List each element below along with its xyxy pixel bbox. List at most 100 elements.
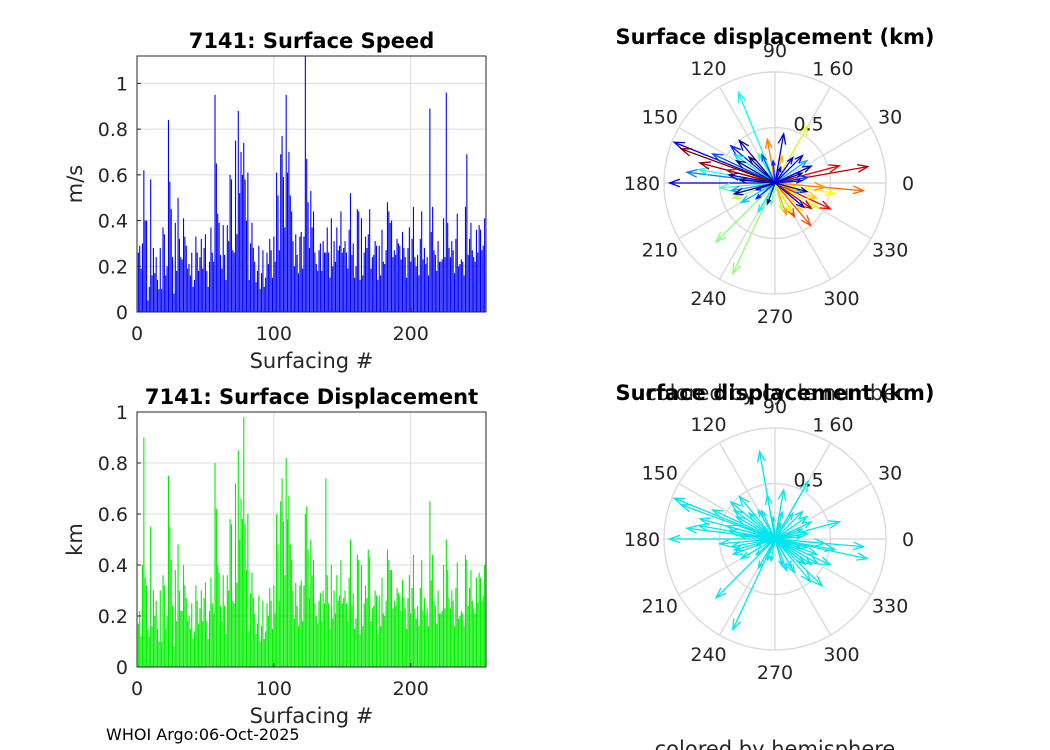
- bar: [470, 222, 472, 312]
- bar: [367, 549, 369, 667]
- angle-label: 60: [829, 58, 853, 80]
- bar: [392, 608, 394, 667]
- displacement-arrow: [729, 144, 776, 184]
- bar: [198, 270, 200, 312]
- arrow-head: [799, 186, 809, 193]
- bar: [282, 177, 284, 312]
- bar: [415, 266, 417, 312]
- bar: [156, 628, 159, 667]
- bar: [366, 248, 368, 312]
- bar: [191, 252, 193, 312]
- angle-label: 300: [823, 288, 859, 310]
- bar: [421, 211, 423, 312]
- bar: [345, 603, 347, 667]
- bar: [326, 575, 328, 667]
- arrow-head: [799, 479, 810, 493]
- angle-label: 0: [902, 173, 914, 195]
- bar: [318, 250, 320, 312]
- angle-label: 30: [878, 463, 902, 485]
- bar: [202, 268, 204, 312]
- arrow-shaft: [774, 521, 812, 540]
- arrow-shaft: [748, 512, 776, 540]
- bar: [378, 595, 380, 667]
- ring-label: 1: [812, 59, 824, 81]
- displacement-arrow: [771, 514, 776, 540]
- bar: [278, 250, 280, 312]
- displacement-arrow: [774, 538, 793, 570]
- bar: [225, 280, 227, 312]
- bar: [230, 179, 232, 312]
- bar: [340, 559, 342, 667]
- bar: [167, 120, 170, 312]
- bar: [395, 605, 397, 667]
- arrow-shaft: [728, 530, 776, 540]
- angle-label: 90: [763, 40, 787, 62]
- bar: [271, 628, 274, 667]
- bar: [169, 181, 171, 312]
- bar: [200, 590, 202, 667]
- bar: [310, 539, 312, 667]
- bar: [170, 209, 172, 312]
- arrow-head: [679, 148, 693, 157]
- displacement-arrow: [774, 479, 810, 540]
- bar: [436, 270, 438, 312]
- bar: [434, 254, 436, 312]
- displacement-arrow: [732, 182, 776, 196]
- bar: [208, 610, 211, 667]
- bar: [222, 225, 224, 312]
- bar: [247, 514, 249, 667]
- bar: [182, 565, 185, 667]
- bar: [356, 554, 358, 667]
- arrow-head: [698, 161, 711, 170]
- bar: [453, 626, 456, 667]
- displacement-arrow: [739, 538, 776, 560]
- angle-label: 270: [757, 306, 793, 328]
- x-tick-label: 200: [393, 678, 429, 700]
- arrow-shaft: [757, 538, 776, 569]
- bar: [425, 616, 427, 667]
- arrow-shaft: [774, 182, 825, 189]
- arrow-head: [764, 493, 773, 506]
- bar: [278, 600, 280, 667]
- displacement-arrow: [679, 504, 776, 540]
- displacement-arrow: [734, 159, 776, 184]
- bar: [159, 248, 161, 312]
- bar: [351, 605, 353, 667]
- bar: [274, 261, 276, 312]
- bar: [230, 524, 232, 667]
- bar: [215, 508, 217, 667]
- arrow-shaft: [774, 538, 812, 582]
- bar: [477, 252, 479, 312]
- arrow-head: [747, 511, 757, 521]
- y-tick-label: 0.8: [98, 453, 128, 475]
- angle-label: 180: [624, 529, 660, 551]
- bar: [207, 286, 209, 312]
- y-tick-label: 1: [116, 73, 128, 95]
- bar: [224, 605, 226, 667]
- bar: [319, 593, 321, 667]
- bar: [229, 519, 231, 667]
- arrow-head: [739, 551, 750, 560]
- bar: [362, 275, 364, 312]
- arrow-head: [806, 191, 819, 199]
- bar: [200, 238, 202, 312]
- x-tick-label: 100: [256, 678, 292, 700]
- bar: [403, 598, 405, 667]
- bar: [236, 582, 238, 667]
- arrow-shaft: [774, 180, 802, 184]
- bar: [203, 598, 205, 667]
- arrow-head: [747, 155, 757, 165]
- displacement-arrow: [774, 538, 870, 561]
- arrow-head: [771, 514, 776, 522]
- bar: [315, 264, 317, 312]
- bar: [475, 577, 477, 667]
- axes-box: [136, 411, 487, 668]
- arrow-shaft: [732, 538, 776, 630]
- bar: [151, 626, 153, 667]
- displacement-arrow: [774, 538, 824, 588]
- bar: [228, 241, 230, 312]
- arrow-shaft: [734, 182, 776, 195]
- bar: [273, 236, 275, 312]
- bar: [344, 241, 346, 312]
- arrow-shaft: [774, 536, 802, 540]
